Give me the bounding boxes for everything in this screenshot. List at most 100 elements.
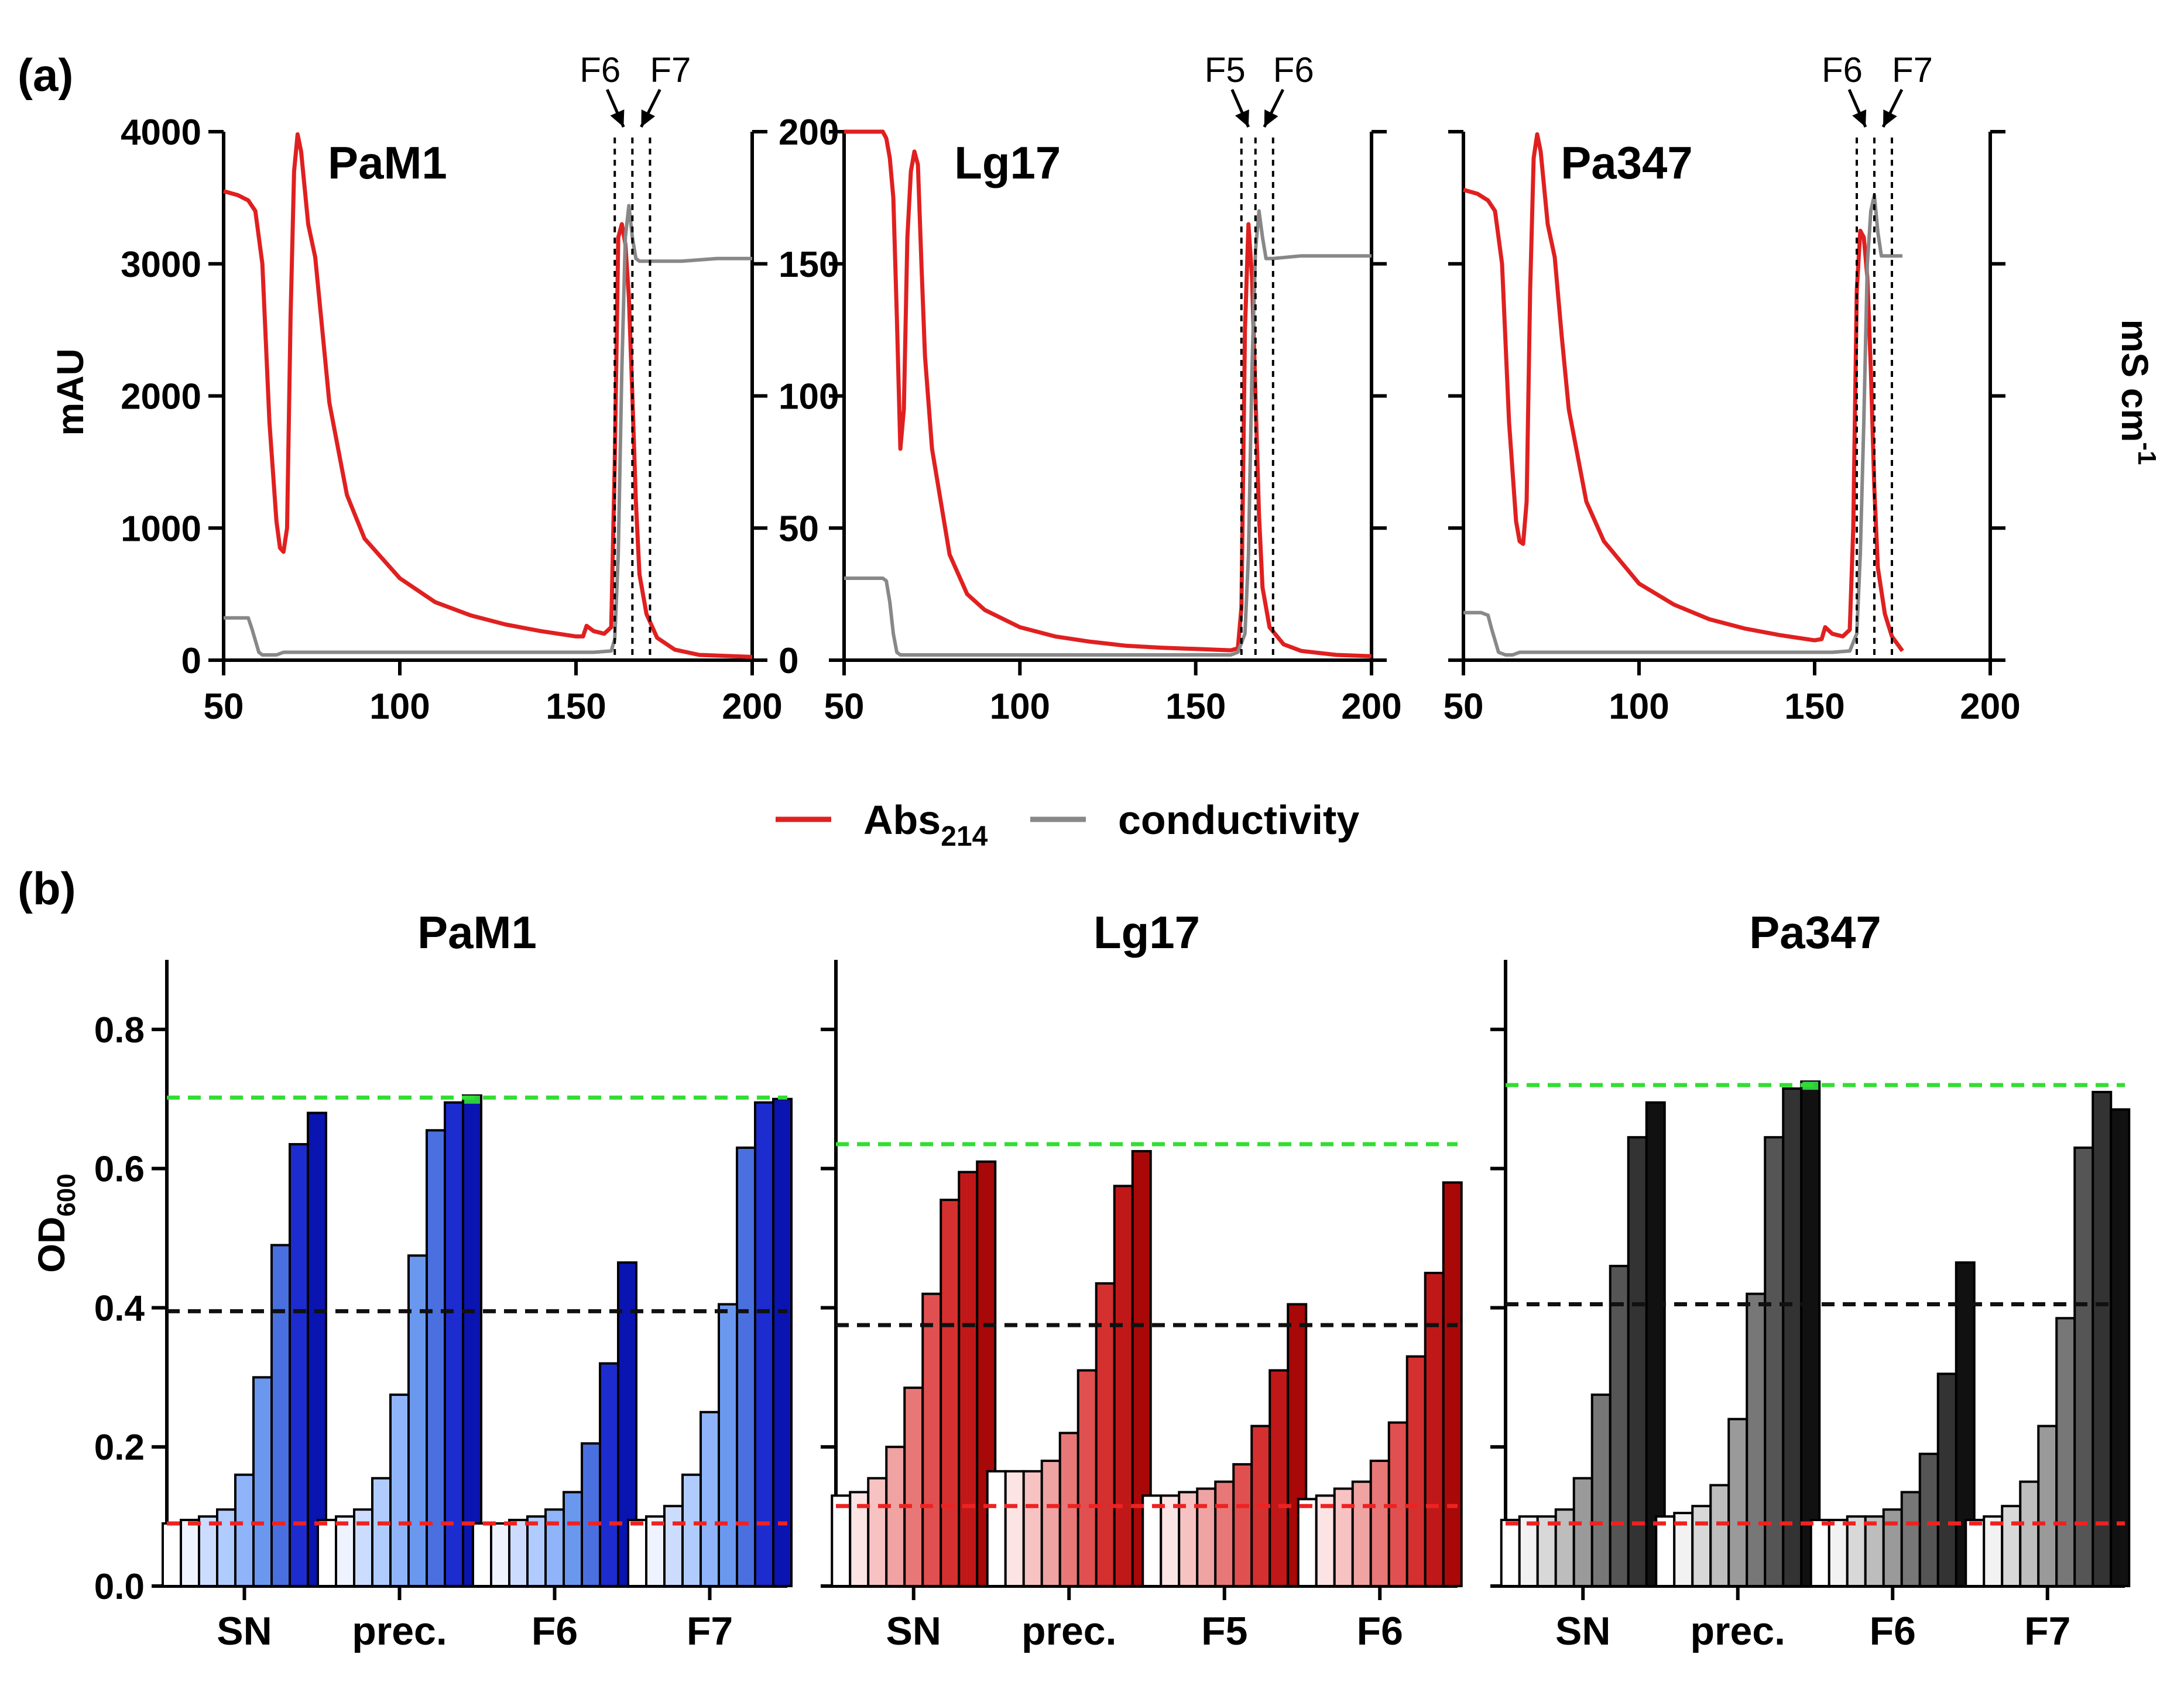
bar bbox=[921, 1292, 942, 1588]
y-tick-label: 0 bbox=[181, 641, 201, 681]
series-conductivity bbox=[224, 204, 752, 657]
bar bbox=[718, 1303, 738, 1587]
fraction-label: F6 bbox=[580, 50, 620, 90]
bar bbox=[563, 1491, 583, 1587]
bar bbox=[270, 1244, 291, 1587]
bar bbox=[1442, 1181, 1463, 1587]
category-label: SN bbox=[886, 1609, 941, 1653]
bar bbox=[2092, 1090, 2113, 1587]
bar bbox=[1828, 1519, 1849, 1588]
category-label: prec. bbox=[1690, 1609, 1785, 1653]
bar bbox=[216, 1508, 236, 1587]
bar bbox=[1405, 1355, 1427, 1588]
x-tick-label: 100 bbox=[990, 687, 1050, 727]
bar-chart-Lg17: Lg17 SN prec. F5 F6 bbox=[821, 907, 1463, 1653]
bar bbox=[1351, 1480, 1372, 1588]
bar bbox=[1500, 1519, 1521, 1588]
bar bbox=[353, 1508, 373, 1587]
x-tick-label: 50 bbox=[824, 687, 865, 727]
chart-title: PaM1 bbox=[328, 137, 447, 188]
bar bbox=[371, 1477, 392, 1587]
bar bbox=[1572, 1477, 1593, 1587]
y-tick-label: 0.2 bbox=[94, 1427, 145, 1468]
bar bbox=[1095, 1282, 1116, 1587]
fraction-label: F6 bbox=[1822, 50, 1863, 90]
fraction-arrowhead bbox=[641, 109, 656, 127]
bar bbox=[1782, 1087, 1803, 1587]
y-tick-label: 0.6 bbox=[94, 1149, 145, 1190]
bar bbox=[885, 1446, 906, 1587]
bar bbox=[627, 1519, 647, 1588]
x-tick-label: 100 bbox=[369, 687, 430, 727]
x-tick-label: 150 bbox=[546, 687, 606, 727]
line-chart-Lg17: 50 100 150 200 Lg17 F5 F6 bbox=[824, 50, 1402, 727]
chart-title: Lg17 bbox=[1093, 907, 1200, 958]
conductivity-unit-text: mS cm bbox=[2114, 320, 2156, 442]
y-tick-label: 4000 bbox=[121, 112, 201, 153]
fraction-arrowhead bbox=[1852, 109, 1867, 127]
series-Abs214 bbox=[223, 132, 753, 659]
bar bbox=[1160, 1494, 1181, 1587]
bar bbox=[2001, 1505, 2022, 1588]
bar bbox=[1554, 1508, 1575, 1587]
bar bbox=[1846, 1515, 1867, 1587]
bar bbox=[252, 1376, 273, 1587]
bar bbox=[2073, 1147, 2094, 1587]
bar bbox=[1518, 1515, 1539, 1587]
bar bbox=[1627, 1136, 1648, 1587]
bar bbox=[700, 1410, 720, 1588]
bar bbox=[407, 1254, 428, 1588]
bar bbox=[1864, 1515, 1885, 1587]
panel-label-b: (b) bbox=[18, 863, 76, 914]
bar bbox=[1297, 1498, 1318, 1588]
fraction-arrowhead bbox=[610, 109, 625, 127]
category-label: F7 bbox=[2024, 1609, 2070, 1653]
bar bbox=[1645, 1101, 1666, 1587]
bar bbox=[1727, 1418, 1748, 1588]
bar bbox=[389, 1394, 410, 1588]
x-tick-label: 150 bbox=[1784, 687, 1844, 727]
bar bbox=[1040, 1460, 1061, 1587]
bar bbox=[772, 1097, 793, 1588]
bar bbox=[1655, 1515, 1676, 1587]
bar bbox=[599, 1362, 619, 1588]
y-axis-title-conductivity: mS cm-1 bbox=[2114, 320, 2161, 465]
fraction-arrowhead bbox=[1235, 109, 1249, 127]
bar-chart-PaM1: 0.0 0.2 0.4 0.6 0.8 PaM1 SN prec. F6 F7 bbox=[94, 907, 793, 1653]
bar bbox=[1900, 1491, 1921, 1587]
bar bbox=[2110, 1108, 2131, 1587]
bar bbox=[754, 1101, 774, 1587]
bar bbox=[1590, 1394, 1612, 1588]
x-tick-label: 200 bbox=[1960, 687, 2020, 727]
bar bbox=[986, 1470, 1007, 1587]
bar bbox=[1536, 1515, 1557, 1587]
series-conductivity bbox=[844, 209, 1372, 657]
bar bbox=[1764, 1136, 1785, 1587]
bar bbox=[958, 1171, 979, 1587]
bar bbox=[1141, 1494, 1163, 1587]
bar bbox=[681, 1473, 702, 1588]
bar bbox=[1983, 1515, 2004, 1587]
y-tick-label: 0.4 bbox=[94, 1288, 145, 1329]
x-tick-label: 100 bbox=[1609, 687, 1669, 727]
series-conductivity bbox=[1463, 193, 1902, 657]
y-tick-label: 0.0 bbox=[94, 1567, 145, 1607]
category-label: F7 bbox=[687, 1609, 733, 1653]
bar bbox=[335, 1515, 355, 1587]
bar bbox=[1691, 1505, 1712, 1588]
category-label: SN bbox=[217, 1609, 272, 1653]
bar bbox=[444, 1101, 464, 1587]
legend-abs-sub: 214 bbox=[941, 821, 988, 852]
panel-label-a: (a) bbox=[18, 49, 73, 101]
legend-abs-label: Abs214 bbox=[863, 797, 988, 852]
bar bbox=[903, 1386, 924, 1588]
y-axis-title-od600: OD600 bbox=[30, 1173, 81, 1272]
bar bbox=[526, 1515, 547, 1587]
series-Abs214 bbox=[844, 129, 1372, 658]
bar bbox=[1268, 1369, 1290, 1587]
bar bbox=[940, 1199, 961, 1588]
x-tick-label: 150 bbox=[1165, 687, 1226, 727]
bar bbox=[663, 1505, 684, 1588]
fraction-label: F5 bbox=[1205, 50, 1246, 90]
x-tick-label: 50 bbox=[204, 687, 244, 727]
